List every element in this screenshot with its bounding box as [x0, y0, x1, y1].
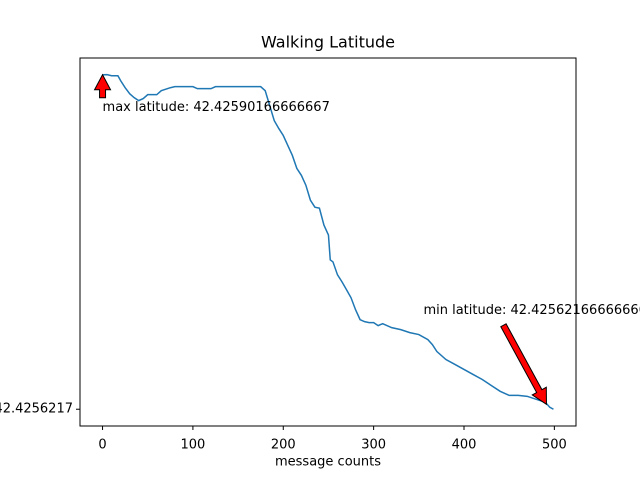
x-tick-label: 100 [180, 438, 205, 453]
chart-title: Walking Latitude [261, 33, 395, 52]
annotation-text: min latitude: 42.425621666666665 [423, 303, 640, 318]
y-tick-label: 42.4256217 [0, 402, 73, 417]
plot-frame [79, 57, 577, 427]
annotation-arrow [500, 323, 547, 406]
annotation-text: max latitude: 42.42590166666667 [103, 100, 330, 115]
x-tick-label: 500 [542, 438, 567, 453]
x-tick-label: 300 [361, 438, 386, 453]
x-tick-label: 0 [98, 438, 106, 453]
x-tick-label: 400 [452, 438, 477, 453]
annotation-arrow [93, 73, 112, 99]
x-axis-label: message counts [275, 455, 381, 470]
data-line [102, 73, 554, 410]
x-tick-label: 200 [271, 438, 296, 453]
